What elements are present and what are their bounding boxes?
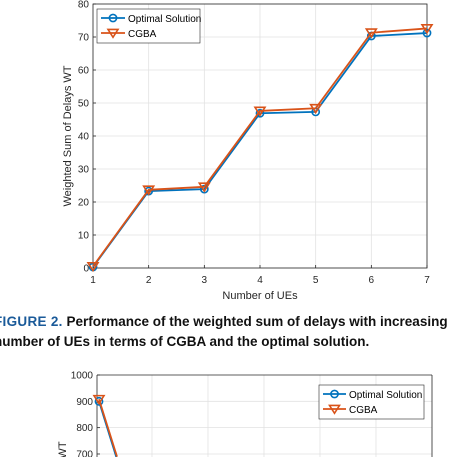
caption-figure-label: FIGURE 2.: [0, 314, 63, 329]
data-point-cgba: [197, 182, 211, 193]
grid: [92, 3, 428, 269]
y-tick-label: 900: [76, 397, 93, 408]
chart-second-figure-partial: 700 800 900 1000 WT Optimal Solution CGBA: [57, 371, 433, 457]
y-tick-label: 50: [78, 99, 90, 110]
legend-marker-triangle-icon: [106, 28, 120, 39]
x-tick-label: 5: [313, 275, 319, 286]
data-point-cgba: [253, 106, 267, 117]
series-line-cgba: [98, 398, 118, 457]
y-tick-label: 800: [76, 423, 93, 434]
y-tick-label: 60: [78, 66, 90, 77]
data-point-cgba: [309, 103, 323, 115]
y-tick-label: 40: [78, 132, 90, 143]
legend-icons: [323, 389, 346, 415]
y-axis-label: WT: [57, 441, 69, 457]
figure-caption: FIGURE 2. Performance of the weighted su…: [0, 312, 474, 352]
y-tick-label: 30: [78, 165, 90, 176]
data-point-cgba: [142, 185, 156, 196]
x-tick-label: 6: [369, 275, 375, 286]
series-lines: [86, 24, 434, 273]
x-tick-label: 1: [90, 275, 96, 286]
legend: Optimal Solution CGBA: [96, 8, 201, 44]
data-point-cgba: [86, 261, 100, 273]
legend-label-optimal: Optimal Solution: [349, 390, 422, 401]
x-tick-label: 7: [424, 275, 430, 286]
caption-line-2: number of UEs in terms of CGBA and the o…: [0, 332, 474, 352]
y-tick-label: 20: [78, 198, 90, 209]
legend: Optimal Solution CGBA: [318, 384, 425, 420]
legend-label-optimal: Optimal Solution: [128, 14, 201, 25]
series-line-cgba: [92, 27, 428, 267]
x-tick-label: 2: [146, 275, 152, 286]
y-tick-label: 700: [76, 449, 93, 457]
caption-text-1: Performance of the weighted sum of delay…: [66, 314, 448, 329]
data-point-cgba: [364, 28, 378, 39]
series-lines: [92, 394, 118, 457]
caption-text-2: number of UEs in terms of CGBA and the o…: [0, 334, 370, 349]
caption-line-1: FIGURE 2. Performance of the weighted su…: [0, 312, 474, 332]
y-tick-label: 10: [78, 231, 90, 242]
y-tick-label: 1000: [71, 371, 94, 382]
legend-label-cgba: CGBA: [128, 29, 157, 40]
legend-label-cgba: CGBA: [349, 405, 378, 416]
y-tick-label: 80: [78, 0, 90, 11]
x-axis-label: Number of UEs: [222, 290, 298, 302]
legend-marker-circle-icon: [330, 389, 339, 399]
y-tick-label: 0: [83, 264, 89, 275]
data-point-cgba: [92, 394, 106, 406]
legend-marker-triangle-icon: [328, 404, 341, 415]
tick-labels: 700 800 900 1000: [71, 371, 100, 457]
y-axis-label: Weighted Sum of Delays WT: [62, 65, 74, 206]
x-tick-label: 4: [257, 275, 263, 286]
data-point-optimal: [255, 108, 265, 118]
legend-marker-circle-icon: [108, 13, 118, 23]
x-tick-label: 3: [202, 275, 208, 286]
data-point-cgba: [420, 24, 434, 35]
data-point-optimal: [422, 28, 432, 38]
y-tick-label: 70: [78, 33, 90, 44]
legend-icons: [101, 13, 125, 39]
